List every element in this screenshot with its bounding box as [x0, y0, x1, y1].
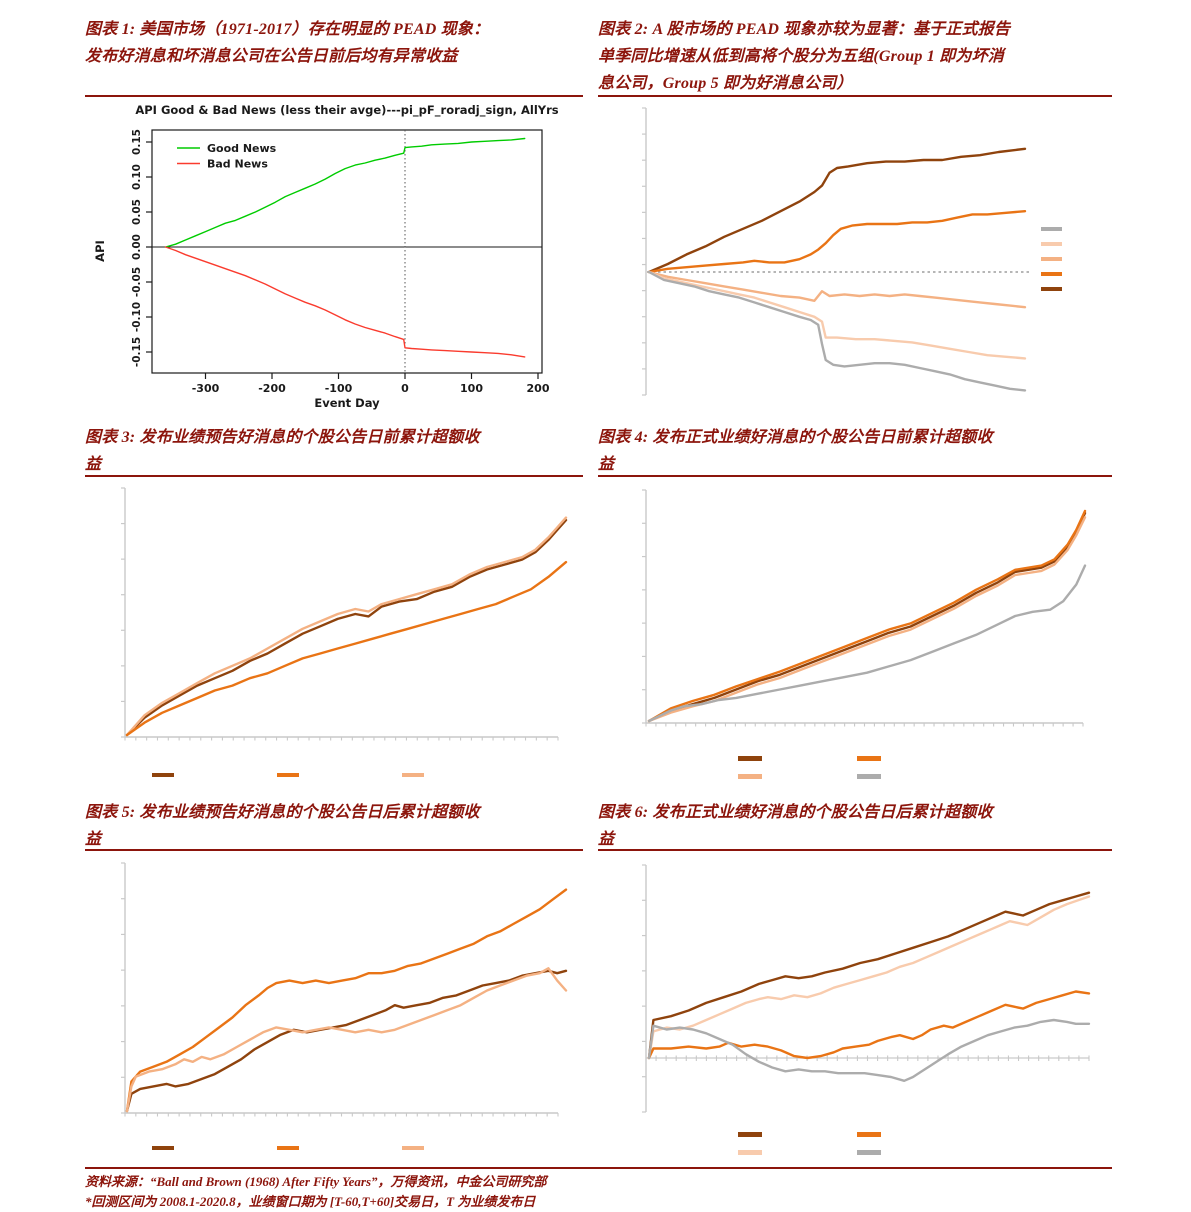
fig6-series_light_peach-line: [647, 895, 1091, 1060]
fig5-series_peach-line: [125, 967, 568, 1113]
figure-6-title-underline: [598, 849, 1112, 851]
fig4-series_grey-line: [647, 564, 1087, 723]
fig4-legend-swatch-orange: [857, 756, 881, 761]
fig4-series_dark_orange-line: [647, 511, 1087, 723]
figure-6-title-line-2: 益: [598, 831, 615, 848]
fig3-legend-swatch-peach: [402, 773, 424, 777]
figure-4-title-line-1: 图表 4: 发布正式业绩好消息的个股公告日前累计超额收: [598, 429, 993, 446]
fig1-y-tick-label: 0.10: [131, 164, 143, 190]
fig1-y-tick-label: -0.15: [131, 337, 143, 367]
fig1-x-tick-label: 100: [460, 382, 483, 395]
fig6-series_dark_orange-line: [647, 891, 1091, 1060]
figure-2-title-underline: [598, 95, 1112, 97]
fig1-chart-title: API Good & Bad News (less their avge)---…: [135, 103, 558, 118]
fig5-series_dark_orange-line: [125, 969, 568, 1113]
fig1-y-tick-label: -0.10: [131, 302, 143, 332]
figure-3-title-line-2: 益: [85, 456, 102, 473]
fig1-x-tick-label: 200: [527, 382, 550, 395]
figure-3-title-underline: [85, 475, 583, 477]
fig1-x-tick-label: 0: [401, 382, 409, 395]
fig5-series_orange-line: [125, 888, 568, 1113]
figure-1-title-underline: [85, 95, 583, 97]
figure-2-title-line-3: 息公司，Group 5 即为好消息公司）: [598, 75, 853, 92]
figure-4-title-line-2: 益: [598, 456, 615, 473]
fig4-legend-swatch-peach: [738, 774, 762, 779]
figure-2-title: 图表 2: A 股市场的 PEAD 现象亦较为显著：基于正式报告 单季同比增速从…: [598, 16, 1010, 97]
figure-1-title-line-2: 发布好消息和坏消息公司在公告日前后均有异常收益: [85, 48, 458, 65]
fig1-chart-background: [116, 100, 568, 415]
figure-4-title-underline: [598, 475, 1112, 477]
fig2-legend-swatch-light_peach: [1041, 242, 1062, 246]
figure-3-title-line-1: 图表 3: 发布业绩预告好消息的个股公告日前累计超额收: [85, 429, 480, 446]
fig1-y-tick-label: -0.05: [131, 267, 143, 297]
figure-5-title-line-1: 图表 5: 发布业绩预告好消息的个股公告日后累计超额收: [85, 804, 480, 821]
figure-5-title: 图表 5: 发布业绩预告好消息的个股公告日后累计超额收 益: [85, 799, 480, 853]
fig4-legend-swatch-grey: [857, 774, 881, 779]
figure-6-title-line-1: 图表 6: 发布正式业绩好消息的个股公告日后累计超额收: [598, 804, 993, 821]
fig6-legend-swatch-grey: [857, 1150, 881, 1155]
fig1-y-axis-label: API: [93, 240, 107, 262]
fig6-legend-swatch-orange: [857, 1132, 881, 1137]
figure-1-title: 图表 1: 美国市场（1971-2017）存在明显的 PEAD 现象： 发布好消…: [85, 16, 489, 70]
fig5-legend-swatch-dark_orange: [152, 1146, 174, 1150]
fig3-series_dark_orange-line: [125, 518, 568, 737]
figure-1-title-line-1: 图表 1: 美国市场（1971-2017）存在明显的 PEAD 现象：: [85, 21, 490, 38]
fig6-legend-swatch-light_peach: [738, 1150, 762, 1155]
figure-5-title-underline: [85, 849, 583, 851]
fig2-legend-swatch-dark_orange: [1041, 287, 1062, 291]
fig1-x-axis-label: Event Day: [314, 396, 380, 410]
source-divider: [85, 1167, 1112, 1169]
fig3-legend-swatch-dark_orange: [152, 773, 174, 777]
source-line-1: 资料来源：“Ball and Brown (1968) After Fifty …: [85, 1174, 547, 1189]
fig2-legend-swatch-orange: [1041, 272, 1062, 276]
fig1-x-tick-label: -200: [258, 382, 286, 395]
fig1-y-tick-label: 0.15: [131, 129, 143, 155]
figure-6-title: 图表 6: 发布正式业绩好消息的个股公告日后累计超额收 益: [598, 799, 993, 853]
fig1-y-tick-label: 0.00: [131, 234, 143, 260]
fig6-series_orange-line: [647, 990, 1091, 1060]
fig3-series_peach-line: [125, 516, 568, 737]
fig5-legend-swatch-orange: [277, 1146, 299, 1150]
fig1-x-tick-label: -100: [325, 382, 353, 395]
figure-3-title: 图表 3: 发布业绩预告好消息的个股公告日前累计超额收 益: [85, 424, 480, 478]
fig1-legend-label: Bad News: [207, 158, 268, 171]
fig1-y-tick-label: 0.05: [131, 199, 143, 225]
fig4-series_peach-line: [647, 516, 1087, 723]
fig2-series_grey-line: [647, 270, 1027, 392]
fig6-series_grey-line: [647, 1018, 1091, 1083]
fig1-good_news-line: [164, 137, 526, 248]
fig2-series_peach-line: [647, 270, 1027, 309]
fig3-legend-swatch-orange: [277, 773, 299, 777]
figure-5-title-line-2: 益: [85, 831, 102, 848]
fig2-legend-swatch-grey: [1041, 227, 1062, 231]
figure-4-title: 图表 4: 发布正式业绩好消息的个股公告日前累计超额收 益: [598, 424, 993, 478]
fig1-plot-border: [151, 129, 543, 374]
fig5-legend-swatch-peach: [402, 1146, 424, 1150]
fig2-series_dark_orange-line: [647, 147, 1027, 274]
fig6-legend-swatch-dark_orange: [738, 1132, 762, 1137]
source-note: 资料来源：“Ball and Brown (1968) After Fifty …: [85, 1172, 547, 1212]
fig2-series_light_peach-line: [647, 270, 1027, 360]
fig2-series_orange-line: [647, 209, 1027, 274]
fig1-x-tick-label: -300: [192, 382, 220, 395]
fig1-legend-label: Good News: [207, 142, 277, 155]
fig3-series_orange-line: [125, 560, 568, 737]
fig1-bad_news-line: [164, 246, 526, 358]
figure-2-title-line-2: 单季同比增速从低到高将个股分为五组(Group 1 即为坏消: [598, 48, 1005, 65]
fig2-legend-swatch-peach: [1041, 257, 1062, 261]
figure-2-title-line-1: 图表 2: A 股市场的 PEAD 现象亦较为显著：基于正式报告: [598, 21, 1011, 38]
fig4-series_orange-line: [647, 509, 1087, 723]
source-line-2: *回测区间为 2008.1-2020.8，业绩窗口期为 [T-60,T+60]交…: [85, 1194, 536, 1209]
fig4-legend-swatch-dark_orange: [738, 756, 762, 761]
